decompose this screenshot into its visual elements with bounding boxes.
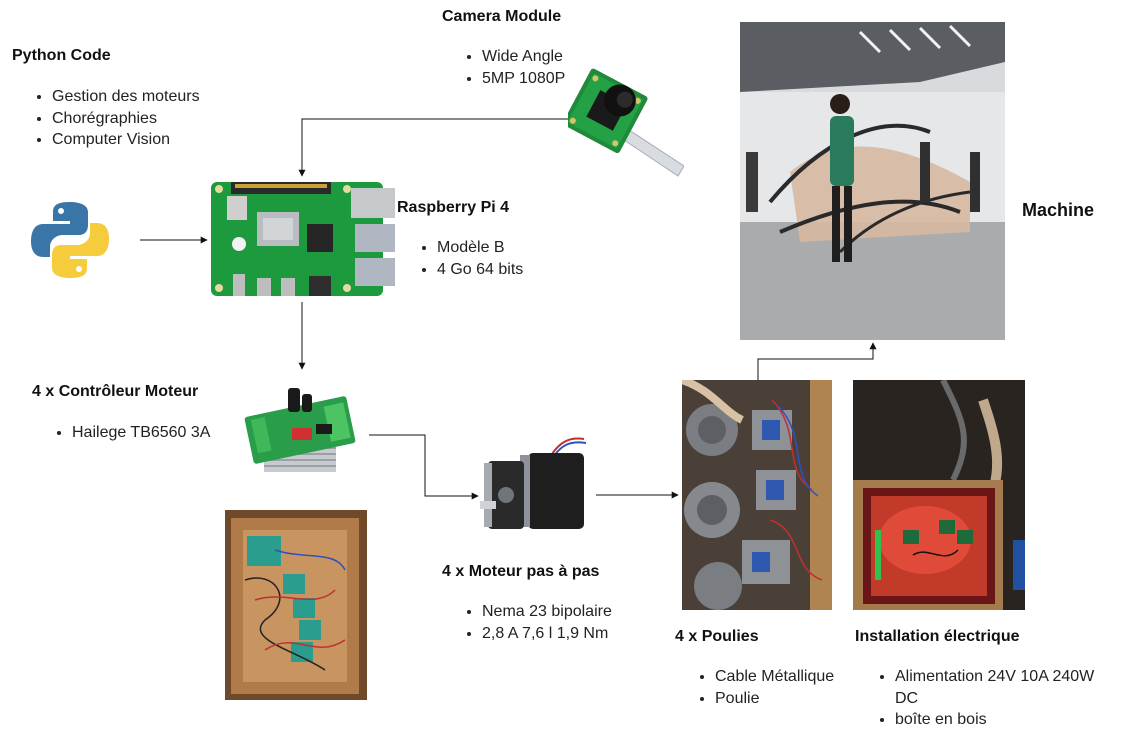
list-item: Cable Métallique: [715, 666, 834, 688]
raspberry-pi-board-image: [211, 182, 395, 296]
pulleys-photo: [682, 380, 832, 610]
python-logo-icon: [31, 202, 109, 278]
list-item: boîte en bois: [895, 709, 1095, 731]
machine-installation-photo: [740, 22, 1005, 340]
arrow-pulleys-to-machine: [757, 342, 877, 380]
list-item: 4 Go 64 bits: [437, 259, 523, 281]
python-code-title: Python Code: [12, 47, 111, 64]
pulleys-list: Cable Métallique Poulie: [695, 666, 834, 709]
electrical-installation-title: Installation électrique: [855, 628, 1020, 645]
motor-controller-list: Hailege TB6560 3A: [52, 422, 210, 444]
python-code-list: Gestion des moteurs Chorégraphies Comput…: [32, 86, 200, 151]
raspberry-pi-list: Modèle B 4 Go 64 bits: [417, 237, 523, 280]
list-item: Hailege TB6560 3A: [72, 422, 210, 444]
machine-title: Machine: [1022, 200, 1095, 220]
list-item: Wide Angle: [482, 46, 565, 68]
raspberry-pi-title: Raspberry Pi 4: [397, 199, 510, 216]
electrical-installation-photo: [853, 380, 1025, 610]
motor-controller-image: [244, 388, 356, 472]
arrow-controller-to-motor: [369, 434, 479, 500]
pulleys-title: 4 x Poulies: [675, 628, 759, 645]
list-item: Nema 23 bipolaire: [482, 601, 612, 623]
arrow-camera-to-pi: [298, 118, 568, 177]
stepper-motor-list: Nema 23 bipolaire 2,8 A 7,6 l 1,9 Nm: [462, 601, 612, 644]
list-item: Chorégraphies: [52, 108, 200, 130]
controller-wiring-box-image: [225, 510, 367, 700]
camera-module-title: Camera Module: [442, 8, 562, 25]
list-item: Computer Vision: [52, 129, 200, 151]
list-item: Gestion des moteurs: [52, 86, 200, 108]
camera-module-image: [568, 68, 684, 177]
stepper-motor-image: [480, 437, 587, 529]
list-item: 2,8 A 7,6 l 1,9 Nm: [482, 623, 612, 645]
list-item: 5MP 1080P: [482, 68, 565, 90]
stepper-motor-title: 4 x Moteur pas à pas: [442, 563, 600, 580]
camera-module-list: Wide Angle 5MP 1080P: [462, 46, 565, 89]
electrical-installation-list: Alimentation 24V 10A 240W DC boîte en bo…: [875, 666, 1095, 731]
motor-controller-title: 4 x Contrôleur Moteur: [32, 383, 199, 400]
list-item: Poulie: [715, 688, 834, 710]
list-item: Alimentation 24V 10A 240W DC: [895, 666, 1095, 709]
list-item: Modèle B: [437, 237, 523, 259]
